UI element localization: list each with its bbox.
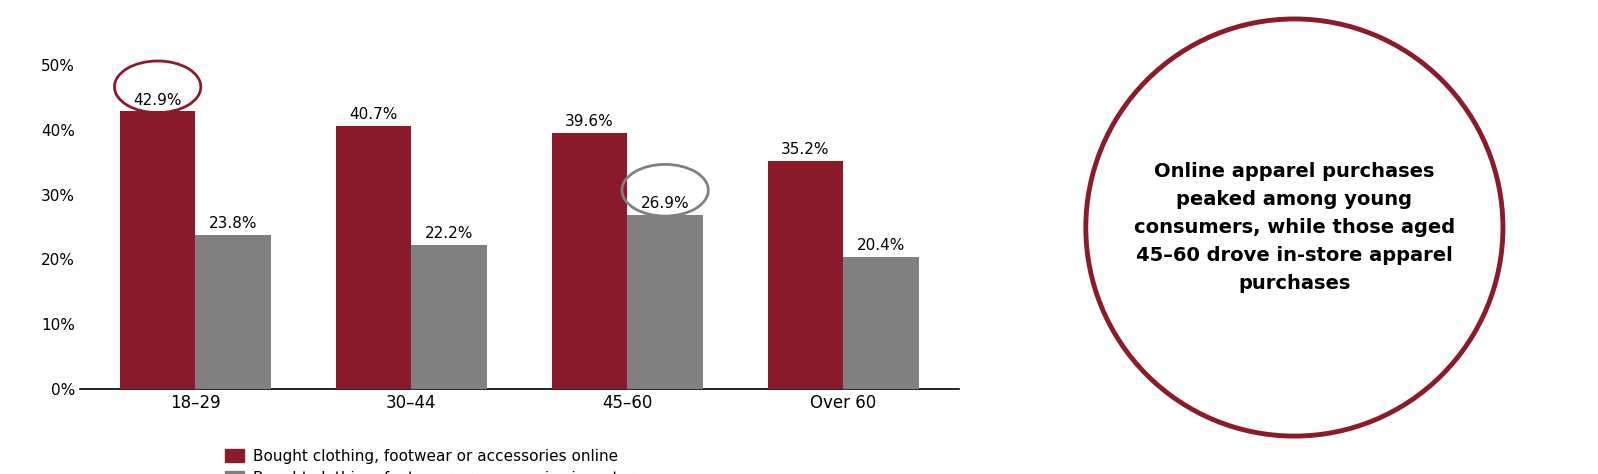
Text: 39.6%: 39.6% xyxy=(566,114,614,129)
Text: 40.7%: 40.7% xyxy=(350,107,398,122)
Bar xyxy=(628,215,703,389)
Text: 20.4%: 20.4% xyxy=(857,238,904,253)
Bar xyxy=(195,235,272,389)
Text: 35.2%: 35.2% xyxy=(781,142,829,157)
Text: Online apparel purchases
peaked among young
consumers, while those aged
45–60 dr: Online apparel purchases peaked among yo… xyxy=(1135,162,1454,293)
Bar xyxy=(411,245,487,389)
Bar xyxy=(767,161,844,389)
Bar xyxy=(120,111,195,389)
Text: 42.9%: 42.9% xyxy=(133,92,182,108)
Text: 23.8%: 23.8% xyxy=(209,216,257,231)
Legend: Bought clothing, footwear or accessories online, Bought clothing, footwear or ac: Bought clothing, footwear or accessories… xyxy=(219,443,649,474)
Bar xyxy=(336,126,411,389)
Bar xyxy=(844,257,919,389)
Text: 22.2%: 22.2% xyxy=(425,226,473,241)
Text: 26.9%: 26.9% xyxy=(641,196,689,211)
Bar xyxy=(551,133,628,389)
